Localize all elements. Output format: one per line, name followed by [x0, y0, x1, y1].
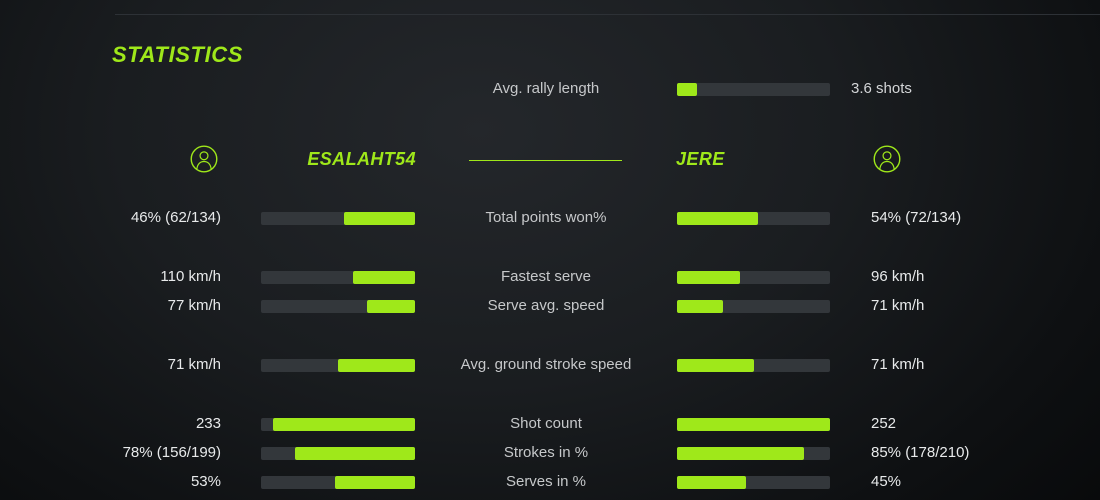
- stat-label: Serves in %: [505, 473, 587, 490]
- stat-bar-left: [261, 359, 415, 372]
- stat-label: Strokes in %: [503, 444, 589, 461]
- stat-bar-right-fill: [677, 359, 754, 372]
- stat-bar-right-fill: [677, 300, 723, 313]
- stat-right-value: 71 km/h: [871, 297, 925, 314]
- stat-bar-left: [261, 300, 415, 313]
- stat-left-value: 71 km/h: [167, 356, 221, 373]
- stat-right-value: 71 km/h: [871, 356, 925, 373]
- player-name-right: JERE: [676, 149, 725, 169]
- stat-bar-left-fill: [294, 447, 415, 460]
- rally-label: Avg. rally length: [492, 80, 600, 97]
- stat-left-value: 77 km/h: [167, 297, 221, 314]
- stat-bar-right-fill: [677, 447, 804, 460]
- stat-bar-left: [261, 476, 415, 489]
- stat-bar-right: [677, 359, 830, 372]
- player-name-left: ESALAHT54: [307, 149, 416, 169]
- page-title: STATISTICS: [112, 42, 244, 67]
- stat-right-value: 45%: [871, 473, 902, 490]
- stat-bar-left: [261, 447, 415, 460]
- rally-bar-fill: [677, 83, 697, 96]
- stat-bar-right-fill: [677, 476, 746, 489]
- stat-bar-right: [677, 418, 830, 431]
- rally-bar: [677, 83, 830, 96]
- stat-right-value: 96 km/h: [871, 268, 925, 285]
- stat-bar-right: [677, 447, 830, 460]
- stat-bar-left: [261, 418, 415, 431]
- stat-left-value: 233: [195, 415, 221, 432]
- stat-row: 78% (156/199) Strokes in % 85% (178/210): [0, 438, 1100, 468]
- stat-bar-left-fill: [338, 359, 415, 372]
- stat-bar-right-fill: [677, 212, 759, 225]
- stat-bar-right: [677, 271, 830, 284]
- rally-value: 3.6 shots: [851, 80, 912, 97]
- stat-left-value: 110 km/h: [160, 268, 221, 285]
- stat-right-value: 85% (178/210): [871, 444, 970, 461]
- stat-bar-left-fill: [334, 476, 415, 489]
- stat-label: Shot count: [510, 415, 582, 432]
- stat-left-value: 78% (156/199): [122, 444, 221, 461]
- stat-bar-left: [261, 212, 415, 225]
- stat-left-value: 46% (62/134): [130, 209, 221, 226]
- stat-bar-right-fill: [677, 418, 830, 431]
- stat-row: 53% Serves in % 45%: [0, 467, 1100, 497]
- stat-bar-left-fill: [353, 271, 415, 284]
- players-divider-line: [469, 160, 622, 161]
- stat-bar-right: [677, 300, 830, 313]
- stat-right-value: 54% (72/134): [871, 209, 962, 226]
- stat-left-value: 53%: [190, 473, 221, 490]
- stat-row: 46% (62/134) Total points won% 54% (72/1…: [0, 203, 1100, 233]
- stat-bar-left-fill: [273, 418, 415, 431]
- stat-row: 233 Shot count 252: [0, 409, 1100, 439]
- stat-bar-left-fill: [367, 300, 415, 313]
- stat-row: 71 km/h Avg. ground stroke speed 71 km/h: [0, 350, 1100, 380]
- stat-label: Serve avg. speed: [487, 297, 605, 314]
- stat-label: Total points won%: [485, 209, 607, 226]
- stat-bar-left: [261, 271, 415, 284]
- user-icon: [190, 145, 218, 173]
- stat-bar-right: [677, 476, 830, 489]
- rally-row: Avg. rally length 3.6 shots: [0, 74, 1100, 104]
- stat-right-value: 252: [871, 415, 897, 432]
- stat-bar-right-fill: [677, 271, 740, 284]
- top-divider: [115, 14, 1100, 15]
- stat-row: 110 km/h Fastest serve 96 km/h: [0, 262, 1100, 292]
- stat-label: Fastest serve: [500, 268, 592, 285]
- user-icon: [873, 145, 901, 173]
- stat-label: Avg. ground stroke speed: [460, 356, 632, 373]
- stat-row: 77 km/h Serve avg. speed 71 km/h: [0, 291, 1100, 321]
- stat-bar-left-fill: [344, 212, 415, 225]
- stat-bar-right: [677, 212, 830, 225]
